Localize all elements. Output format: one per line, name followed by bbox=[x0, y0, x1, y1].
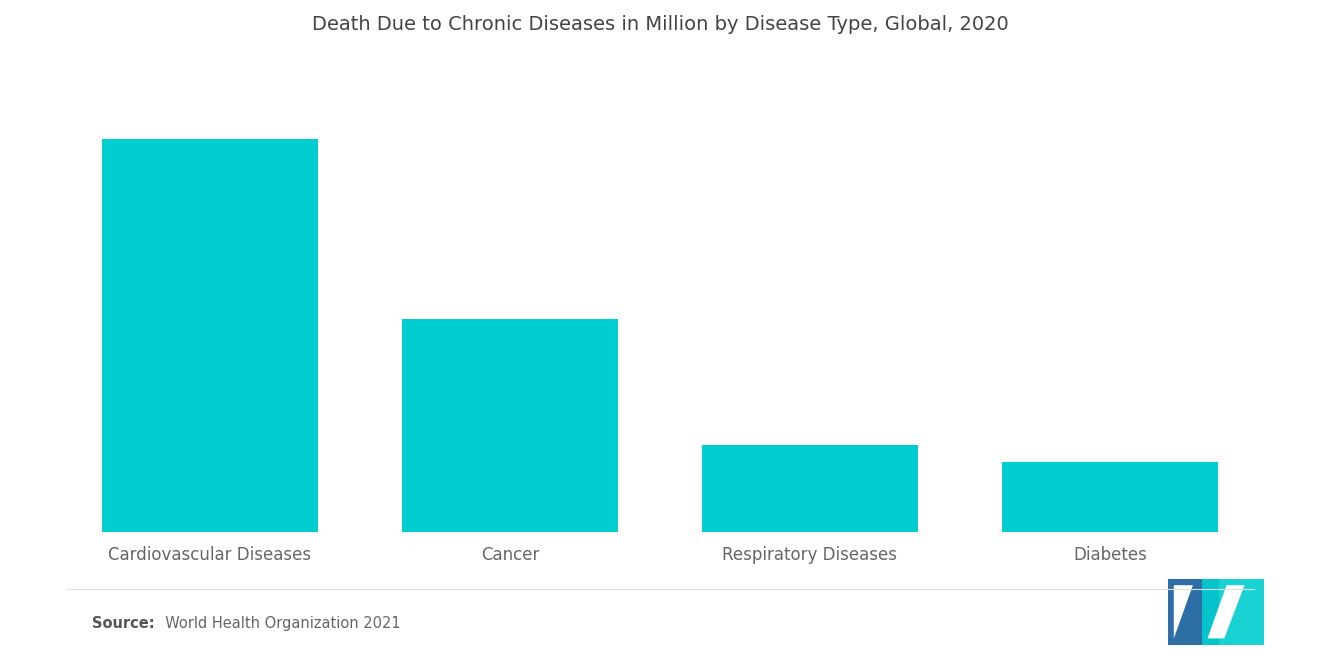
Bar bbox=[1002, 462, 1218, 531]
Text: World Health Organization 2021: World Health Organization 2021 bbox=[156, 616, 400, 632]
Bar bbox=[403, 319, 618, 531]
Polygon shape bbox=[1201, 579, 1263, 645]
Bar bbox=[702, 445, 917, 531]
Bar bbox=[102, 139, 318, 531]
Title: Death Due to Chronic Diseases in Million by Disease Type, Global, 2020: Death Due to Chronic Diseases in Million… bbox=[312, 15, 1008, 34]
Polygon shape bbox=[1168, 579, 1218, 645]
Polygon shape bbox=[1173, 585, 1193, 638]
Text: Source:: Source: bbox=[92, 616, 154, 632]
Polygon shape bbox=[1208, 585, 1245, 638]
